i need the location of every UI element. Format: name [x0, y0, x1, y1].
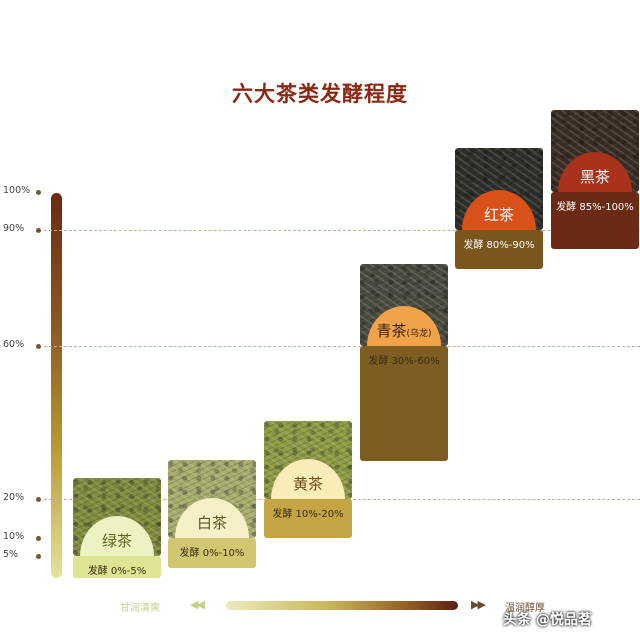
y-tick-label: 100%: [3, 185, 31, 196]
tea-name-text: 红茶: [483, 206, 514, 224]
y-tick-dot: [36, 227, 41, 233]
fermentation-range-bar: [73, 556, 161, 578]
fermentation-range-bar: [551, 192, 639, 250]
tea-name-text: 黄茶: [292, 475, 323, 493]
y-tick-dot: [36, 553, 41, 559]
fermentation-range-label: 发酵 80%-90%: [463, 240, 535, 251]
tea-name-label: 青茶(乌龙): [360, 320, 448, 341]
tea-name-label: 黑茶: [551, 166, 639, 187]
tea-name-text: 白茶: [196, 514, 227, 532]
fermentation-range-bar: [360, 346, 448, 461]
watermark-text: 头条 @悦品茗: [503, 612, 592, 628]
y-tick-label: 5%: [3, 549, 19, 560]
flavor-gradient-bar: [226, 601, 458, 610]
fermentation-range-label: 发酵 30%-60%: [368, 356, 440, 367]
tea-name-label: 红茶: [455, 204, 543, 225]
y-tick-label: 60%: [3, 339, 25, 350]
tea-name-text: 青茶: [376, 322, 407, 340]
fermentation-range-bar: [455, 230, 543, 269]
tea-name-label: 绿茶: [73, 530, 161, 551]
y-tick-label: 90%: [3, 223, 25, 234]
y-tick-dot: [36, 189, 41, 195]
tea-name-text: 绿茶: [101, 532, 132, 550]
y-tick-label: 20%: [3, 492, 25, 503]
left-arrows-icon: ◀◀: [190, 598, 205, 611]
y-tick-dot: [36, 496, 41, 502]
tea-name-label: 黄茶: [264, 473, 352, 494]
gridline: [44, 346, 640, 347]
y-tick-dot: [36, 535, 41, 541]
fermentation-range-label: 发酵 10%-20%: [272, 509, 344, 520]
y-tick-dot: [36, 343, 41, 349]
tea-name-label: 白茶: [168, 512, 256, 533]
fermentation-range-bar: [264, 499, 352, 538]
fermentation-range-label: 发酵 0%-10%: [179, 548, 245, 559]
y-tick-label: 10%: [3, 531, 25, 542]
fermentation-range-bar: [168, 538, 256, 568]
tea-name-text: 黑茶: [579, 168, 610, 186]
fermentation-range-label: 发酵 85%-100%: [556, 202, 634, 213]
fermentation-scale-bar: [51, 193, 62, 578]
flavor-right-label: 温润醇厚: [505, 603, 545, 614]
right-arrows-icon: ▶▶: [471, 598, 486, 611]
tea-name-note: (乌龙): [406, 329, 432, 339]
fermentation-range-label: 发酵 0%-5%: [87, 566, 147, 577]
flavor-left-label: 甘润清爽: [120, 603, 160, 614]
chart-title: 六大茶类发酵程度: [232, 82, 408, 106]
gridline: [44, 230, 640, 231]
